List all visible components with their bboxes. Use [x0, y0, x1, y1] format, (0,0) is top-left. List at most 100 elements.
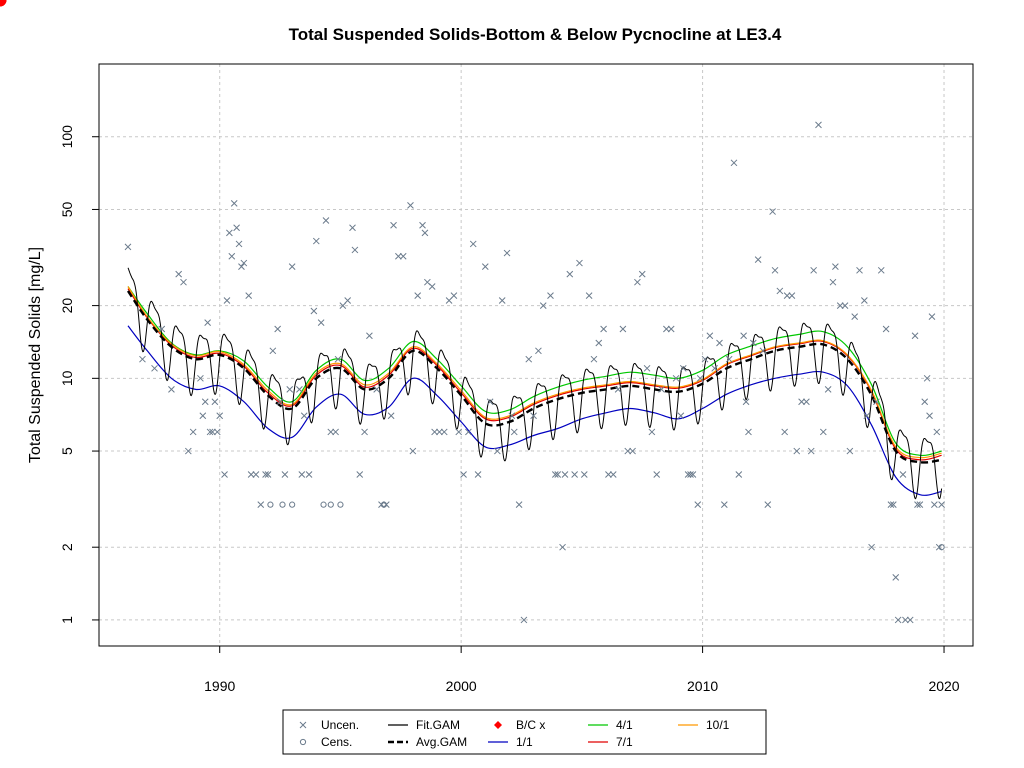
uncen-point	[508, 412, 516, 420]
axes: 1990 2000 2010 2020 1 2 5 10 20 50 100	[59, 125, 960, 694]
uncen-point	[298, 471, 306, 478]
series-line-7-1	[127, 288, 942, 461]
uncen-point	[327, 428, 335, 436]
uncen-point	[399, 252, 407, 260]
uncen-point	[624, 447, 632, 455]
uncen-point	[771, 266, 779, 274]
uncen-point	[515, 501, 523, 509]
uncen-point	[832, 263, 839, 270]
uncen-point	[431, 428, 438, 436]
uncen-point	[539, 302, 547, 309]
grid	[99, 64, 973, 646]
uncen-point	[481, 263, 489, 270]
uncen-point	[863, 412, 871, 420]
cens-point	[320, 501, 327, 508]
uncen-point	[877, 266, 885, 274]
uncen-point	[559, 543, 566, 551]
uncen-point	[711, 364, 719, 372]
uncen-point	[310, 307, 318, 315]
uncen-point	[916, 501, 924, 509]
uncen-point	[911, 332, 919, 340]
legend-symbol-uncen	[299, 721, 307, 729]
uncen-point	[344, 297, 352, 304]
uncen-point	[928, 313, 936, 321]
uncen-point	[414, 292, 422, 299]
uncen-point	[781, 428, 789, 436]
uncen-point	[216, 412, 224, 420]
uncen-point	[851, 313, 859, 321]
uncen-point	[634, 278, 641, 286]
uncen-point	[725, 355, 733, 363]
uncen-point	[566, 270, 574, 278]
uncen-point	[189, 428, 197, 436]
uncen-point	[373, 386, 381, 393]
uncen-point	[776, 287, 784, 295]
uncen-point	[409, 447, 417, 455]
uncen-point	[856, 266, 863, 274]
uncen-point	[530, 412, 537, 420]
legend-label-avg: Avg.GAM	[416, 735, 467, 749]
legend-label-s11: 1/1	[516, 735, 533, 749]
uncen-point	[841, 302, 849, 309]
legend-label-s101: 10/1	[706, 718, 730, 732]
fit-gam-line	[127, 267, 943, 500]
uncen-point	[892, 574, 900, 581]
bc-point	[0, 0, 7, 7]
legend-box	[282, 709, 767, 755]
uncen-point	[421, 229, 429, 237]
uncen-point	[788, 292, 796, 299]
y-tick-label: 10	[59, 370, 75, 386]
uncen-point	[749, 339, 757, 347]
points-layer	[124, 121, 945, 624]
uncen-point	[716, 339, 723, 347]
legend-label-bc: B/C x	[516, 718, 545, 732]
uncen-point	[257, 501, 265, 509]
uncen-point	[332, 428, 339, 436]
uncen-point	[469, 240, 477, 248]
y-tick-label: 100	[59, 125, 75, 149]
uncen-point	[653, 471, 661, 478]
plot-frame	[98, 63, 974, 647]
uncen-point	[221, 471, 228, 478]
uncen-point	[899, 471, 907, 478]
uncen-point	[614, 386, 622, 393]
uncen-point	[455, 428, 463, 436]
bc-layer	[0, 0, 7, 7]
uncen-point	[902, 616, 909, 624]
uncen-point	[793, 447, 801, 455]
uncen-point	[742, 398, 750, 406]
uncen-point	[889, 501, 897, 509]
avg-gam-line	[127, 290, 942, 464]
uncen-point	[887, 501, 895, 509]
uncen-point	[745, 428, 752, 436]
x-tick-label: 2000	[446, 678, 477, 694]
y-tick-label: 50	[59, 201, 75, 217]
uncen-point	[679, 364, 687, 372]
uncen-point	[580, 471, 588, 478]
uncen-point	[672, 374, 680, 382]
uncen-point	[228, 252, 236, 260]
uncen-point	[931, 501, 938, 509]
series-line-1-1	[127, 325, 942, 496]
cens-point	[279, 501, 286, 508]
uncen-point	[819, 428, 827, 436]
uncen-point	[436, 428, 443, 436]
legend-label-cens: Cens.	[321, 735, 352, 749]
legend-label-s41: 4/1	[616, 718, 633, 732]
uncen-point	[158, 325, 166, 333]
uncen-point	[807, 447, 815, 455]
uncen-point	[798, 398, 805, 406]
uncen-point	[810, 266, 818, 274]
uncen-point	[180, 278, 187, 286]
uncen-point	[486, 398, 494, 406]
uncen-point	[547, 292, 554, 299]
uncen-point	[184, 447, 192, 455]
uncen-point	[199, 412, 207, 420]
uncen-point	[494, 447, 501, 455]
uncen-point	[609, 471, 617, 478]
uncen-point	[235, 240, 243, 248]
uncen-point	[619, 325, 627, 333]
uncen-point	[349, 224, 356, 232]
uncen-point	[262, 471, 269, 478]
